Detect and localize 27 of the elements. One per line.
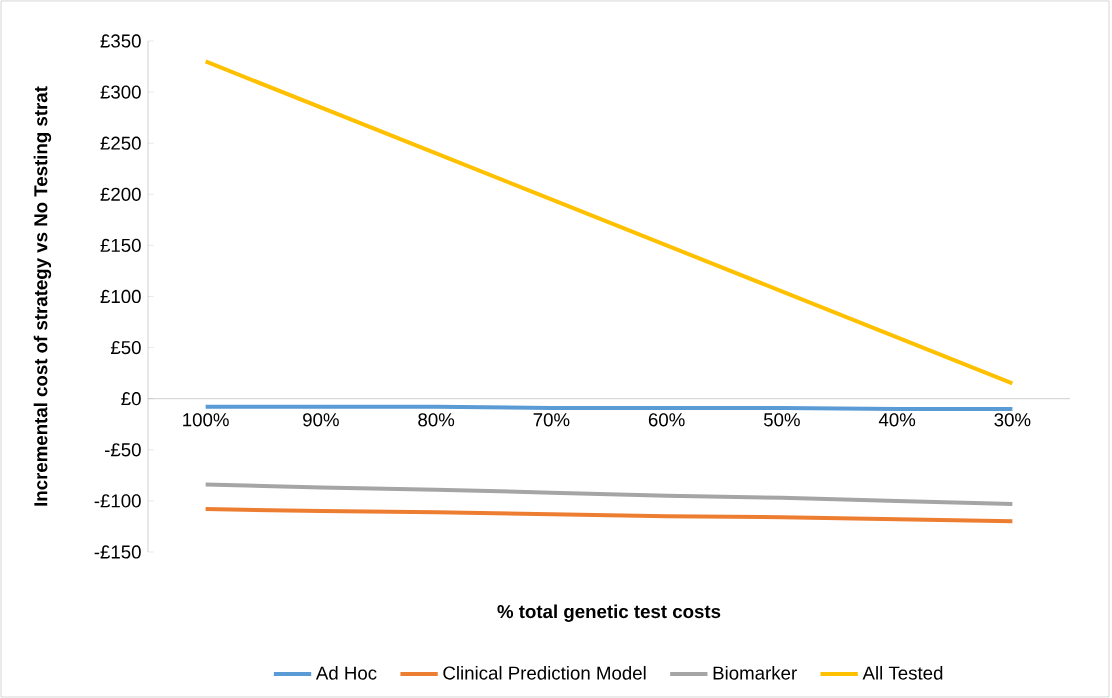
x-tick-label: 70% — [533, 413, 570, 427]
y-axis-title: Incremental cost of strategy vs No Testing strat — [33, 86, 52, 506]
legend-label: All Tested — [862, 665, 943, 680]
y-tick-label: £200 — [100, 187, 141, 201]
line-series — [203, 482, 1015, 506]
x-axis-title: % total genetic test costs — [497, 604, 721, 622]
y-tick-label: £100 — [100, 289, 141, 304]
y-tick-label: -£50 — [105, 443, 141, 457]
x-tick-label: 100% — [183, 413, 229, 427]
legend-label: Biomarker — [713, 665, 797, 680]
y-tick-label: -£100 — [94, 494, 141, 508]
x-tick-label: 50% — [763, 413, 800, 427]
line-series — [203, 507, 1015, 524]
y-tick-label: £50 — [110, 340, 141, 355]
x-tick-label: 90% — [303, 413, 339, 427]
y-tick-label: £150 — [100, 238, 141, 252]
x-tick-label: 80% — [418, 413, 455, 427]
y-tick-label: £0 — [121, 392, 141, 406]
x-tick-label: 40% — [878, 413, 916, 427]
y-tick-label: £350 — [100, 34, 141, 48]
y-tick-label: -£150 — [94, 545, 141, 559]
legend-label: Ad Hoc — [315, 665, 377, 680]
legend-label: Clinical Prediction Model — [443, 665, 646, 680]
y-tick-label: £250 — [100, 136, 141, 150]
x-tick-label: 60% — [648, 413, 685, 427]
x-tick-label: 30% — [994, 413, 1031, 427]
y-tick-label: £300 — [100, 85, 141, 99]
